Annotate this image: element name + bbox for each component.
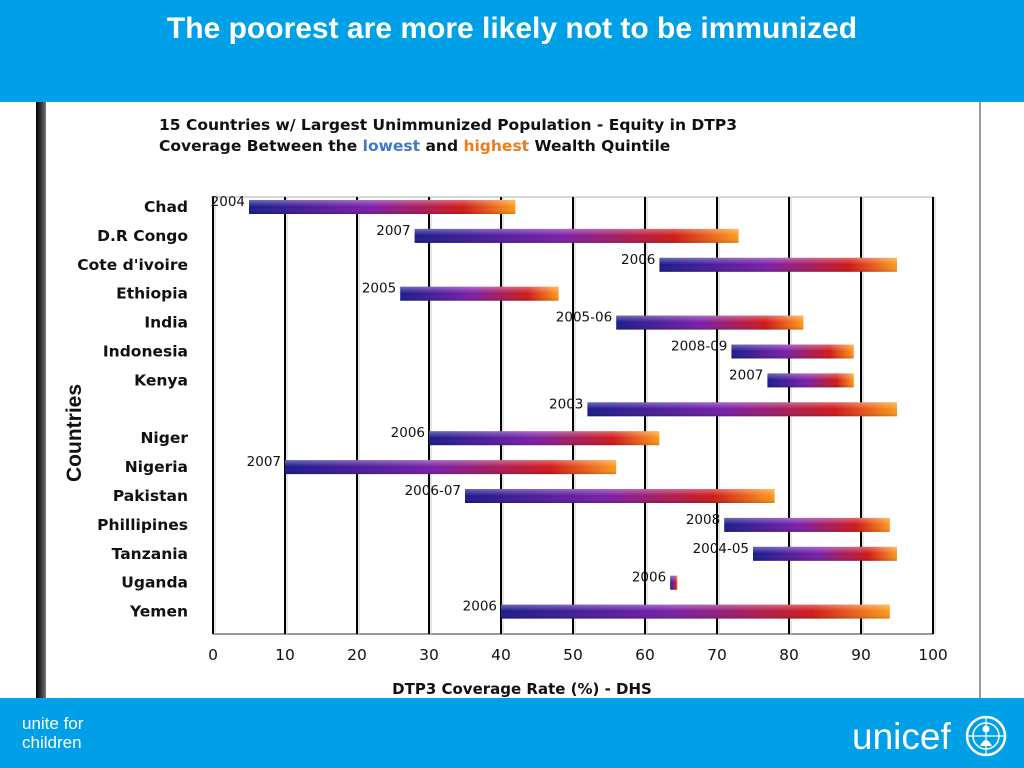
year-label: 2006 [621, 252, 655, 268]
category-label: Indonesia [103, 343, 188, 361]
x-tick-label: 10 [275, 646, 295, 664]
year-label: 2007 [729, 367, 763, 383]
year-label: 2007 [376, 223, 410, 239]
x-tick-label: 20 [347, 646, 367, 664]
year-label: 2006 [391, 425, 425, 441]
header-bar: The poorest are more likely not to be im… [0, 0, 1024, 102]
category-label: India [144, 314, 188, 332]
bar-shine [616, 315, 804, 330]
x-tick-labels: 0 10 20 30 40 50 60 70 80 90 100 [208, 646, 948, 664]
category-label: Yemen [129, 603, 188, 621]
x-tick-label: 50 [563, 646, 583, 664]
x-tick-label: 70 [707, 646, 727, 664]
year-label: 2006 [463, 599, 497, 615]
bar-shine [659, 257, 897, 272]
category-label: Kenya [134, 371, 188, 389]
x-axis-title: DTP3 Coverage Rate (%) - DHS [392, 680, 652, 698]
footer-bar: unite for children unicef [0, 698, 1024, 768]
category-label: Pakistan [113, 487, 188, 505]
year-labels: 20042007200620052005-062008-092007200320… [211, 194, 764, 615]
year-label: 2006-07 [405, 483, 461, 499]
x-tick-label: 0 [208, 646, 218, 664]
slide-title: The poorest are more likely not to be im… [166, 12, 858, 45]
bar-shine [249, 200, 516, 214]
category-labels: Chad D.R Congo Cote d'ivoire Ethiopia India I… [77, 198, 188, 621]
year-label: 2004 [211, 194, 245, 210]
bar-shine [767, 373, 854, 388]
year-label: 2005 [362, 281, 396, 297]
left-divider [36, 102, 46, 698]
year-label: 2007 [247, 454, 281, 470]
bar-shine [465, 489, 775, 503]
year-label: 2008-09 [671, 339, 727, 355]
chart-title-lowest: lowest [363, 137, 421, 155]
bar-shine [501, 604, 890, 619]
category-label: Tanzania [112, 545, 188, 563]
x-tick-label: 30 [419, 646, 439, 664]
chart-title-highest: highest [463, 137, 529, 155]
bar-shine [670, 575, 678, 590]
bar-shine [753, 546, 897, 561]
category-label: Uganda [121, 574, 188, 592]
tagline-line1: unite for [22, 714, 84, 733]
category-label: Cote d'ivoire [77, 256, 188, 274]
x-tick-label: 100 [918, 646, 948, 664]
right-divider [979, 102, 981, 698]
bars [249, 200, 897, 619]
tagline: unite for children [22, 714, 142, 752]
bar-shine [731, 344, 854, 359]
bar-shine [429, 431, 660, 446]
bar-shine [724, 517, 890, 532]
category-label: Chad [144, 198, 188, 216]
bar-shine [414, 228, 739, 243]
year-label: 2004-05 [693, 541, 749, 557]
unicef-emblem-icon [965, 715, 1007, 757]
chart-title-prefix: Coverage Between the [159, 137, 363, 155]
category-label: Ethiopia [116, 285, 188, 303]
x-tick-label: 60 [635, 646, 655, 664]
category-label: Nigeria [125, 458, 188, 476]
x-tick-label: 80 [779, 646, 799, 664]
bar-shine [587, 402, 897, 417]
unicef-logo: unicef [852, 714, 1022, 758]
year-label: 2008 [686, 512, 720, 528]
chart-title-line2: Coverage Between the lowest and highest … [159, 137, 670, 155]
chart-title-line1: 15 Countries w/ Largest Unimmunized Popu… [159, 116, 737, 134]
year-label: 2005-06 [556, 310, 612, 326]
x-tick-label: 90 [851, 646, 871, 664]
bar-shine [400, 286, 559, 301]
bar-shine [285, 460, 617, 475]
category-label: Niger [140, 429, 188, 447]
year-label: 2003 [549, 396, 583, 412]
logo-text: unicef [852, 716, 951, 757]
y-axis-title: Countries [63, 384, 86, 482]
tagline-line2: children [22, 733, 82, 752]
category-label: D.R Congo [97, 227, 188, 245]
year-label: 2006 [632, 570, 666, 586]
chart-title-mid: and [420, 137, 463, 155]
x-tick-label: 40 [491, 646, 511, 664]
category-label: Phillipines [97, 516, 188, 534]
chart-title-suffix: Wealth Quintile [529, 137, 670, 155]
